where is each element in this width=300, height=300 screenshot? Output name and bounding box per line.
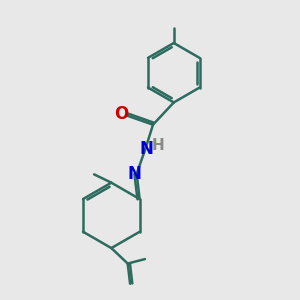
Text: N: N (127, 165, 141, 183)
Text: H: H (152, 138, 164, 153)
Text: N: N (139, 140, 153, 158)
Text: O: O (114, 105, 128, 123)
